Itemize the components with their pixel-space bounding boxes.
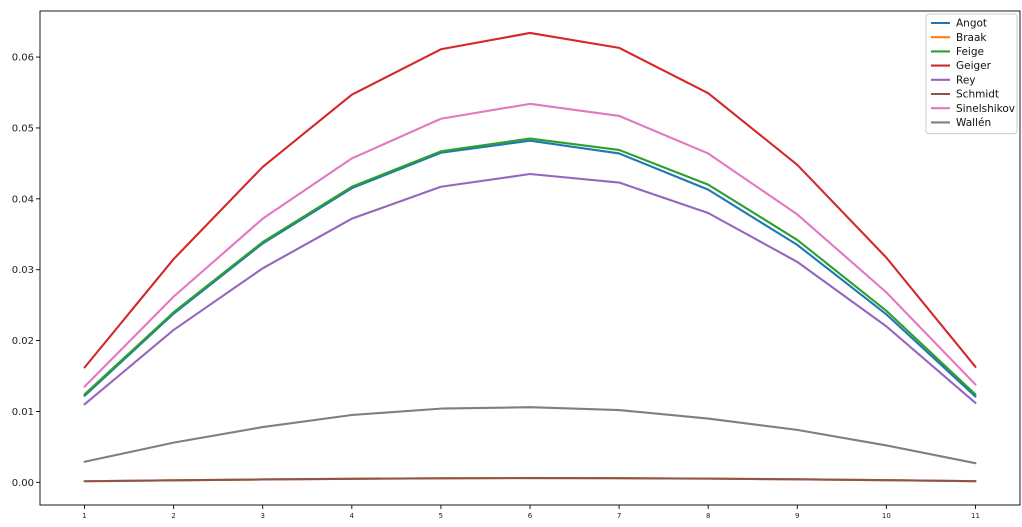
series-line-sinelshikov [83, 102, 977, 388]
x-axis: 1 2 3 4 5 6 7 8 9 10 11 [82, 505, 980, 520]
x-tick-label: 5 [439, 512, 443, 520]
legend-label: Geiger [956, 60, 992, 72]
legend-label: Schmidt [956, 89, 999, 101]
y-tick-label: 0.03 [12, 265, 34, 276]
legend-label: Wallén [956, 117, 991, 129]
y-tick-label: 0.04 [12, 194, 34, 205]
x-tick-label: 10 [882, 512, 891, 520]
x-tick-label: 11 [971, 512, 980, 520]
x-tick-label: 2 [171, 512, 175, 520]
series-line-geiger [83, 31, 977, 369]
series-line-wall-n [83, 406, 977, 465]
legend-label: Angot [956, 18, 987, 30]
y-tick-label: 0.06 [12, 53, 34, 64]
legend-label: Braak [956, 32, 987, 44]
x-tick-label: 4 [350, 512, 355, 520]
x-tick-label: 6 [528, 512, 533, 520]
y-tick-label: 0.01 [12, 407, 34, 418]
y-tick-label: 0.05 [12, 123, 34, 134]
legend: Angot Braak Feige Geiger Rey Schmidt Sinelshik… [925, 13, 1018, 135]
series-group [83, 31, 977, 483]
y-axis: 0.00 0.01 0.02 0.03 0.04 0.05 0.06 [12, 53, 40, 489]
series-line-feige [83, 137, 977, 396]
legend-label: Sinelshikov [956, 103, 1015, 115]
series-line-angot [83, 139, 977, 398]
x-tick-label: 8 [706, 512, 710, 520]
plot-frame-group [39, 10, 1021, 506]
y-tick-label: 0.02 [12, 336, 34, 347]
series-line-schmidt [83, 477, 977, 483]
legend-box [925, 13, 1018, 135]
y-tick-label: 0.00 [12, 478, 34, 489]
series-line-rey [83, 172, 977, 406]
x-tick-label: 1 [82, 512, 86, 520]
x-tick-label: 7 [617, 512, 621, 520]
legend-label: Feige [956, 46, 984, 58]
plot-frame [39, 10, 1021, 506]
x-tick-label: 9 [795, 512, 799, 520]
x-tick-label: 3 [260, 512, 264, 520]
legend-label: Rey [956, 74, 976, 86]
